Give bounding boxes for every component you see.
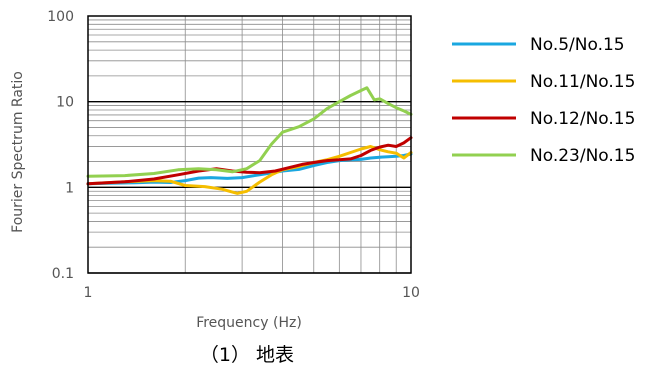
plot-lines: [86, 86, 413, 195]
y-tick-label: 10: [56, 95, 74, 111]
plot-grid: [88, 16, 411, 274]
x-axis-label: Frequency (Hz): [196, 315, 302, 331]
series-line-4: [86, 86, 413, 178]
x-tick-label: 1: [84, 285, 93, 301]
legend: No.5/No.15 No.11/No.15 No.12/No.15 No.23/No…: [452, 35, 635, 166]
plot-frame: [87, 15, 412, 274]
y-tick-label: 0.1: [52, 266, 74, 282]
y-tick-label: 1: [65, 180, 74, 196]
legend-label: No.12/No.15: [530, 109, 635, 129]
legend-label: No.5/No.15: [530, 35, 625, 55]
y-axis-label: Fourier Spectrum Ratio: [10, 71, 26, 233]
chart-caption: （1） 地表: [200, 344, 294, 366]
tick-labels: 0.1 1 10 100 1 10: [47, 9, 420, 301]
y-tick-label: 100: [47, 9, 74, 25]
x-tick-label: 10: [402, 285, 420, 301]
series-line-3: [86, 136, 413, 186]
legend-label: No.11/No.15: [530, 72, 635, 92]
legend-label: No.23/No.15: [530, 146, 635, 166]
